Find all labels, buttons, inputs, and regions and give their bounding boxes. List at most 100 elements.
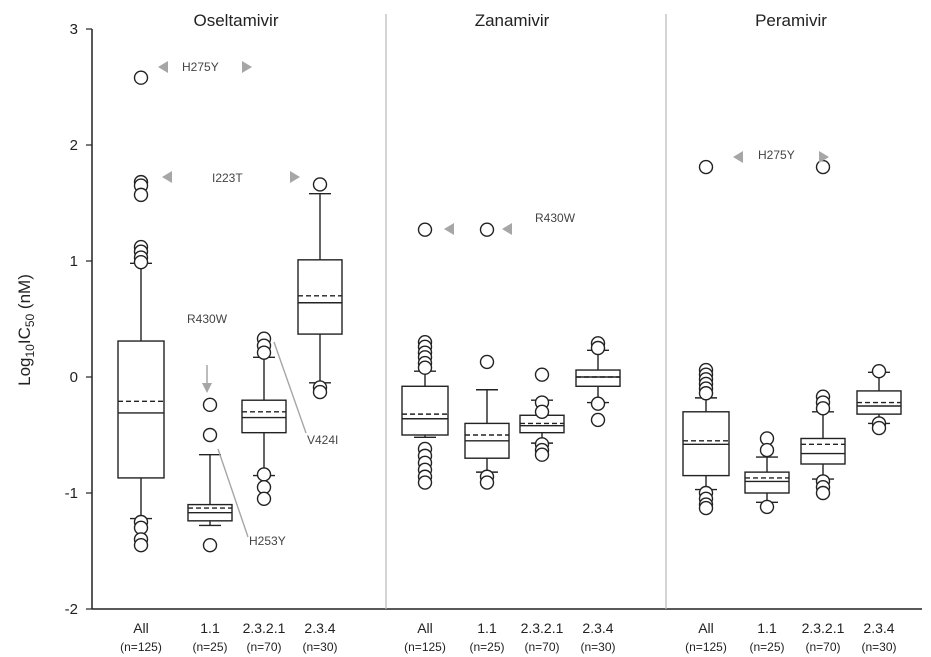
annotation-arrow-left — [502, 223, 512, 235]
x-tick-n-label: (n=70) — [524, 640, 559, 654]
box-plot-peramivir-3 — [856, 364, 902, 436]
outlier-point — [202, 427, 218, 443]
box-iqr — [297, 259, 343, 335]
annotation-arrow-left — [162, 171, 172, 183]
x-axis-category-labels: All (n=125) 1.1 (n=25) 2.3.2.1 (n=70) 2.… — [120, 620, 896, 654]
x-tick-n-label: (n=25) — [192, 640, 227, 654]
outlier-point — [133, 187, 149, 203]
box-iqr — [800, 437, 846, 465]
y-tick-label: 1 — [70, 253, 78, 270]
y-axis-label-main: Log — [15, 358, 34, 386]
outlier-point — [698, 159, 714, 175]
box-plot-oseltamivir-1 — [187, 397, 233, 553]
outlier-point — [417, 475, 433, 490]
annotation-i223t: I223T — [212, 171, 243, 185]
annotation-r430w-zanamivir: R430W — [535, 211, 576, 225]
outlier-point — [815, 401, 831, 416]
outlier-point — [871, 420, 887, 436]
outlier-point — [759, 499, 775, 515]
box-plot-oseltamivir-3 — [297, 177, 343, 400]
outlier-point — [417, 360, 433, 375]
box-plot-peramivir-2 — [800, 159, 846, 501]
outlier-point — [312, 177, 328, 192]
box-iqr — [575, 369, 621, 387]
y-tick-label: 3 — [70, 21, 78, 38]
y-axis-label-mid: IC — [15, 327, 34, 344]
outlier-point — [479, 475, 495, 490]
x-tick-label: 1.1 — [200, 620, 220, 636]
x-tick-n-label: (n=70) — [805, 640, 840, 654]
outlier-point — [479, 222, 495, 237]
y-tick-label: -2 — [65, 601, 78, 618]
outlier-point — [590, 396, 606, 411]
annotation-arrow-down — [202, 383, 212, 393]
box-plot-zanamivir-3 — [575, 336, 621, 428]
annotation-arrow-left — [733, 151, 743, 163]
x-tick-label: 2.3.2.1 — [521, 620, 564, 636]
box-iqr — [401, 385, 449, 436]
annotation-arrow-right — [290, 171, 300, 183]
outlier-point — [698, 500, 714, 516]
outlier-point — [871, 364, 887, 379]
x-tick-label: All — [698, 620, 714, 636]
annotation-arrow-right — [819, 151, 829, 163]
box-plot-oseltamivir-2 — [241, 331, 287, 506]
x-tick-label: All — [133, 620, 149, 636]
x-tick-label: All — [417, 620, 433, 636]
annotation-r430w-oseltamivir: R430W — [187, 312, 228, 326]
annotation-h275y-peramivir: H275Y — [758, 148, 795, 162]
box-plot-peramivir-0 — [682, 159, 730, 516]
y-tick-label: 0 — [70, 369, 78, 386]
box-iqr — [856, 390, 902, 415]
outlier-point — [815, 485, 831, 501]
x-tick-n-label: (n=30) — [302, 640, 337, 654]
y-axis-label: Log10IC50 (nM) — [15, 274, 37, 386]
outlier-point — [133, 538, 149, 553]
outlier-point — [202, 397, 218, 413]
x-tick-label: 1.1 — [757, 620, 777, 636]
outlier-point — [417, 222, 433, 237]
x-tick-n-label: (n=25) — [749, 640, 784, 654]
annotation-arrow-left — [158, 61, 168, 73]
box-plot-zanamivir-2 — [519, 367, 565, 462]
y-axis-label-tail: (nM) — [15, 274, 34, 314]
x-tick-label: 2.3.4 — [582, 620, 613, 636]
panel-title-peramivir: Peramivir — [755, 11, 827, 30]
outlier-point — [133, 254, 149, 270]
box-iqr — [744, 471, 790, 494]
x-tick-label: 2.3.2.1 — [243, 620, 286, 636]
outlier-point — [256, 491, 272, 506]
annotation-leader-line — [273, 341, 307, 434]
annotation-v424i: V424I — [307, 433, 338, 447]
outlier-point — [698, 386, 714, 401]
panel-title-oseltamivir: Oseltamivir — [193, 11, 278, 30]
outlier-point — [534, 367, 550, 382]
outlier-point — [534, 404, 550, 419]
annotation-h253y: H253Y — [249, 534, 286, 548]
x-tick-n-label: (n=30) — [861, 640, 896, 654]
box-plot-oseltamivir-0 — [117, 70, 165, 553]
annotation-leader-line — [217, 448, 249, 538]
outlier-point — [312, 384, 328, 400]
outlier-point — [759, 442, 775, 458]
box-plot-zanamivir-1 — [464, 222, 510, 490]
outlier-point — [202, 538, 218, 553]
x-tick-n-label: (n=25) — [469, 640, 504, 654]
x-tick-label: 2.3.4 — [863, 620, 894, 636]
box-plot-peramivir-1 — [744, 431, 790, 515]
outlier-point — [590, 412, 606, 428]
x-tick-label: 2.3.2.1 — [802, 620, 845, 636]
box-plot-zanamivir-0 — [401, 222, 449, 490]
outlier-point — [815, 159, 831, 175]
x-tick-n-label: (n=125) — [120, 640, 162, 654]
outlier-point — [133, 70, 149, 85]
x-tick-n-label: (n=125) — [404, 640, 446, 654]
x-tick-label: 2.3.4 — [304, 620, 335, 636]
annotation-h275y-oseltamivir: H275Y — [182, 60, 219, 74]
panel-title-zanamivir: Zanamivir — [475, 11, 550, 30]
y-tick-label: 2 — [70, 137, 78, 154]
x-tick-n-label: (n=70) — [246, 640, 281, 654]
x-tick-n-label: (n=125) — [685, 640, 727, 654]
outlier-point — [256, 467, 272, 482]
